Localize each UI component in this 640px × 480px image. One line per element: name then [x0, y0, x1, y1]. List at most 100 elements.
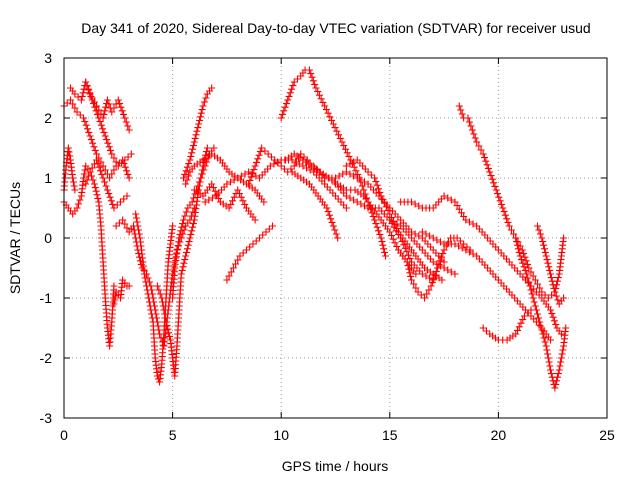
data-point — [169, 222, 177, 230]
data-point — [86, 132, 94, 140]
data-point — [108, 170, 116, 178]
data-point — [545, 263, 553, 271]
data-point — [187, 152, 195, 160]
data-point — [340, 142, 348, 150]
data-point — [507, 226, 515, 234]
data-point — [548, 291, 556, 299]
data-point — [124, 170, 132, 178]
data-point — [524, 274, 532, 282]
data-point — [386, 216, 394, 224]
data-point — [117, 103, 125, 111]
data-point — [412, 270, 420, 278]
data-point — [82, 180, 90, 188]
data-point — [324, 109, 332, 117]
data-point — [134, 222, 142, 230]
data-point — [99, 162, 107, 170]
data-point — [430, 275, 438, 283]
data-point — [332, 230, 340, 238]
data-point — [286, 89, 294, 97]
data-point — [444, 266, 452, 274]
data-point — [120, 195, 128, 203]
data-point — [91, 184, 99, 192]
data-point — [513, 238, 521, 246]
data-point — [183, 248, 191, 256]
data-point — [94, 160, 102, 168]
data-point — [123, 192, 131, 200]
series-arc-27 — [418, 228, 555, 344]
data-point — [514, 241, 522, 249]
data-point — [560, 234, 568, 242]
data-point — [121, 156, 129, 164]
data-point — [547, 370, 555, 378]
data-point — [112, 222, 120, 230]
data-point — [166, 332, 174, 340]
data-point — [200, 98, 208, 106]
data-point — [63, 99, 71, 107]
data-point — [429, 234, 437, 242]
data-point — [132, 210, 140, 218]
data-point — [360, 186, 368, 194]
data-point — [544, 350, 552, 358]
data-point — [400, 241, 408, 249]
data-point — [258, 144, 266, 152]
data-point — [210, 144, 218, 152]
data-point — [205, 196, 213, 204]
data-point — [290, 162, 298, 170]
data-point — [533, 280, 541, 288]
data-point — [458, 110, 466, 118]
data-point — [462, 246, 470, 254]
data-point — [303, 164, 311, 172]
data-point — [535, 314, 543, 322]
y-tick-label: 3 — [44, 50, 52, 66]
data-point — [73, 204, 81, 212]
data-point — [339, 170, 347, 178]
data-point — [105, 143, 113, 151]
data-point — [408, 276, 416, 284]
data-point — [154, 375, 162, 383]
data-point — [490, 179, 498, 187]
data-point — [545, 358, 553, 366]
data-point — [444, 194, 452, 202]
data-point — [517, 256, 525, 264]
data-point — [285, 92, 293, 100]
data-point — [329, 222, 337, 230]
data-point — [353, 198, 361, 206]
data-point — [519, 316, 527, 324]
data-point — [110, 282, 118, 290]
data-point — [182, 208, 190, 216]
data-point — [512, 330, 520, 338]
data-point — [528, 290, 536, 298]
data-point — [80, 170, 88, 178]
data-point — [121, 163, 129, 171]
data-point — [106, 174, 114, 182]
data-point — [541, 338, 549, 346]
data-point — [514, 245, 522, 253]
data-point — [176, 230, 184, 238]
data-point — [501, 211, 509, 219]
data-point — [71, 186, 79, 194]
data-point — [429, 258, 437, 266]
series-arc-24 — [386, 216, 459, 278]
data-point — [202, 94, 210, 102]
data-point — [540, 241, 548, 249]
data-point — [93, 110, 101, 118]
series-arc-7 — [110, 276, 133, 308]
data-point — [123, 167, 131, 175]
data-point — [156, 290, 164, 298]
data-point — [227, 178, 235, 186]
data-point — [447, 268, 455, 276]
data-point — [479, 150, 487, 158]
data-point — [148, 314, 156, 322]
data-point — [78, 92, 86, 100]
data-point — [297, 150, 305, 158]
data-point — [281, 103, 289, 111]
data-point — [71, 90, 79, 98]
data-point — [527, 286, 535, 294]
series-arc-23 — [342, 156, 446, 284]
data-points — [60, 66, 570, 392]
data-point — [407, 272, 415, 280]
data-point — [547, 306, 555, 314]
data-point — [470, 130, 478, 138]
series-arc-15 — [201, 156, 350, 212]
